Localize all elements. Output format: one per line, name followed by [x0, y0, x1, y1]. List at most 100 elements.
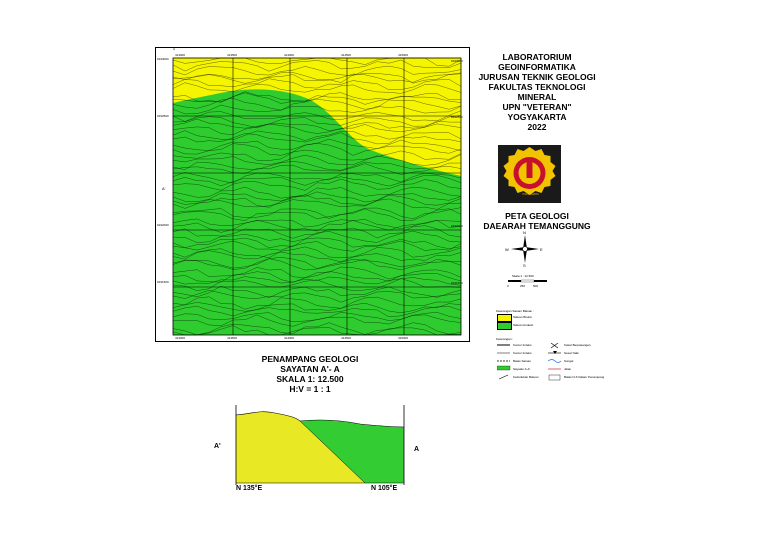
contour-line	[172, 191, 462, 203]
contour-line	[172, 82, 462, 94]
contour-line	[172, 302, 462, 314]
contour-line	[172, 198, 462, 210]
coord-bottom-2: 413500	[227, 336, 238, 340]
contour-line	[172, 258, 462, 271]
map-title-line: DAEARAH TEMANGGUNG	[483, 221, 591, 231]
contour-line	[172, 97, 462, 111]
contour-line	[172, 257, 462, 269]
legend-units-title: Keterangan Satuan Batuan :	[496, 309, 534, 313]
coord-top-4: 414500	[341, 53, 352, 57]
legend-symbol-label: Sesar Naik	[564, 351, 579, 355]
coord-right-3: 9192000	[451, 224, 463, 228]
coord-top-5: 415000	[398, 53, 409, 57]
compass-n: N	[523, 230, 526, 235]
contour-line	[172, 250, 462, 263]
contour-line	[172, 276, 462, 286]
lab-title-line: LABORATORIUM	[502, 52, 572, 62]
legend-symbol-label: Kontur Indeks	[513, 343, 532, 347]
legend-symbol-label: Kekar Berpasangan	[564, 343, 591, 347]
contour-line	[172, 314, 462, 327]
contour-line	[172, 104, 462, 115]
legend-symbol-label: Jalan	[564, 367, 572, 371]
contour-line	[172, 174, 462, 187]
lab-title-line: JURUSAN TEKNIK GEOLOGI	[478, 72, 596, 82]
section-title-line: SKALA 1: 12.500	[276, 374, 344, 384]
contour-line	[172, 163, 462, 175]
legend-symbol-label: Sayatan A-A'	[513, 367, 531, 371]
contour-line	[172, 271, 462, 283]
legend-symbols: Keterangan : Kontur Indeks Kontur Indeks…	[496, 337, 621, 387]
legend-andesit-label: Satuan Andesit	[513, 323, 534, 327]
contour-line	[172, 115, 462, 129]
section-right-bearing: N 105°E	[371, 485, 398, 492]
geologic-map-canvas	[172, 57, 462, 336]
contour-line	[172, 322, 462, 336]
geologic-map: A A' 413000 413500 414000 414500 415000 …	[155, 47, 470, 342]
contour-line	[172, 110, 462, 122]
contour-line	[172, 178, 462, 191]
logo-caption: YOGYAKARTA	[522, 193, 539, 196]
contour-lines	[172, 57, 462, 336]
lab-title-line: GEOINFORMATIKA	[498, 62, 576, 72]
contour-line	[172, 208, 462, 221]
legend-andesit-swatch	[497, 322, 512, 330]
section-breksi-unit	[236, 411, 365, 483]
contour-line	[172, 240, 462, 252]
compass-icon	[511, 235, 539, 263]
contour-line	[172, 72, 462, 84]
contour-line	[172, 143, 462, 156]
lab-title-line: UPN "VETERAN"	[502, 102, 572, 112]
scale-tick: 0	[507, 284, 509, 288]
scale-label: Skala 1 : 12.500	[512, 274, 534, 278]
section-title-line: SAYATAN A'- A	[280, 364, 340, 374]
map-title-line: PETA GEOLOGI	[505, 211, 569, 221]
contour-line	[172, 237, 462, 249]
section-title-line: H:V = 1 : 1	[289, 384, 331, 394]
contour-line	[172, 59, 462, 72]
coord-bottom-1: 413000	[175, 336, 186, 340]
lab-title-line: MINERAL	[517, 92, 557, 102]
coord-bottom-4: 414500	[341, 336, 352, 340]
lab-title-line: FAKULTAS TEKNOLOGI	[488, 82, 586, 92]
lab-title-block: LABORATORIUM GEOINFORMATIKA JURUSAN TEKN…	[478, 52, 596, 132]
lab-title-line: YOGYAKARTA	[507, 112, 567, 122]
section-andesit-unit	[300, 420, 404, 483]
north-arrow: N S E W	[505, 230, 543, 268]
coord-right-2: 9192500	[451, 115, 463, 119]
section-left-bearing: N 135°E	[236, 485, 263, 492]
contour-line	[172, 65, 462, 76]
compass-s: S	[523, 263, 526, 268]
legend-symbol-label: Batas Satuan	[513, 359, 532, 363]
contour-line	[172, 91, 462, 103]
coord-right-1: 9193000	[451, 59, 463, 63]
coord-bottom-5: 415000	[398, 336, 409, 340]
coord-left-3: 9192000	[157, 223, 169, 227]
contour-line	[172, 154, 462, 166]
contour-line	[172, 78, 462, 91]
contour-line	[172, 290, 462, 303]
coord-left-4: 9191500	[157, 280, 169, 284]
section-right-end: A	[414, 446, 420, 453]
scale-bar: Skala 1 : 12.500 0 250 500	[506, 274, 551, 292]
compass-w: W	[505, 247, 509, 252]
map-label-a-prime: A'	[162, 186, 166, 191]
contour-line	[172, 130, 462, 141]
lab-title-line: 2022	[527, 122, 547, 132]
legend-symbol-label: Sungai	[564, 359, 574, 363]
section-left-end: A'	[214, 443, 221, 450]
scale-tick: 500	[533, 284, 539, 288]
contour-line	[172, 118, 461, 132]
contour-line	[172, 172, 462, 184]
contour-line	[172, 246, 462, 259]
scale-tick: 250	[520, 284, 526, 288]
contour-line	[172, 207, 462, 220]
coord-left-1: 9193000	[157, 57, 169, 61]
map-title: PETA GEOLOGI DAEARAH TEMANGGUNG	[478, 211, 596, 231]
map-label-a: A	[173, 47, 176, 51]
coord-left-2: 9192500	[157, 114, 169, 118]
contour-line	[172, 219, 462, 233]
coord-top-1: 413000	[175, 53, 186, 57]
upn-veteran-logo: YOGYAKARTA	[498, 145, 561, 203]
contour-line	[172, 161, 462, 171]
cross-section-title: PENAMPANG GEOLOGI SAYATAN A'- A SKALA 1:…	[235, 354, 385, 394]
